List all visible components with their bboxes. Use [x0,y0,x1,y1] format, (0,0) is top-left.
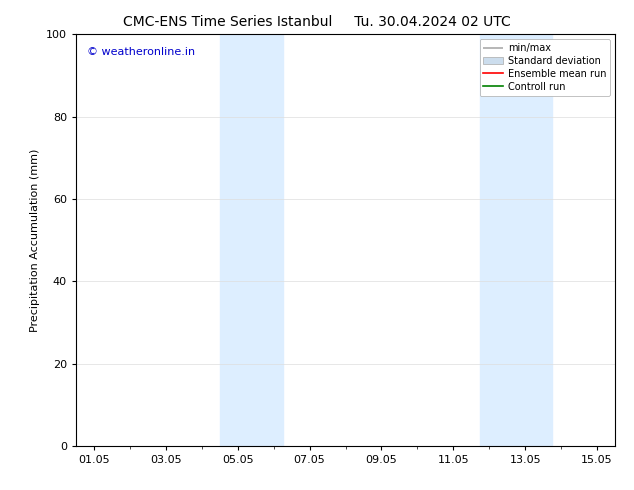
Y-axis label: Precipitation Accumulation (mm): Precipitation Accumulation (mm) [30,148,41,332]
Legend: min/max, Standard deviation, Ensemble mean run, Controll run: min/max, Standard deviation, Ensemble me… [479,39,610,96]
Bar [481,34,552,446]
Bar [220,34,283,446]
Text: © weatheronline.in: © weatheronline.in [87,47,195,57]
Text: CMC-ENS Time Series Istanbul     Tu. 30.04.2024 02 UTC: CMC-ENS Time Series Istanbul Tu. 30.04.2… [123,15,511,29]
